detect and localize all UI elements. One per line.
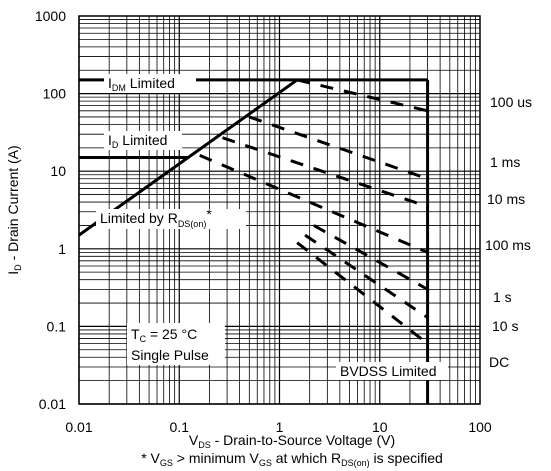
pulse-line-1ms xyxy=(248,115,429,181)
pulse-label-dc: DC xyxy=(489,354,509,370)
conditions-label-bg xyxy=(127,323,225,365)
pulse-line-DC xyxy=(296,241,429,345)
id-label-bg xyxy=(104,131,182,150)
label-bg-dc xyxy=(486,353,516,371)
y-tick-label: 100 xyxy=(43,86,67,102)
x-tick-label: 10 xyxy=(372,419,388,435)
single-pulse-label: Single Pulse xyxy=(131,347,209,363)
label-bg-100us xyxy=(486,93,546,111)
pulse-line-1s xyxy=(313,224,429,291)
id-limited-label: ID Limited xyxy=(108,132,167,150)
y-tick-label: 0.01 xyxy=(39,396,66,412)
x-tick-label: 1 xyxy=(276,419,284,435)
plot-frame xyxy=(78,15,481,405)
bvdss-label-bg xyxy=(336,362,448,380)
label-bg-1ms xyxy=(486,153,532,171)
pulse-label-100us: 100 us xyxy=(490,94,532,110)
pulse-label-10s: 10 s xyxy=(492,318,518,334)
pulse-label-1s: 1 s xyxy=(493,289,512,305)
rds-label-bg xyxy=(96,209,246,229)
footnote: * VGS > minimum VGS at which RDS(on) is … xyxy=(141,450,443,468)
y-tick-label: 1 xyxy=(58,241,66,257)
y-axis-label: ID - Drain Current (A) xyxy=(5,145,23,274)
x-tick-label: 0.01 xyxy=(65,419,92,435)
x-tick-label: 100 xyxy=(468,419,492,435)
pulse-label-1ms: 1 ms xyxy=(490,154,520,170)
axis-ticks: 0.01 0.1 1 10 100 0.01 0.1 1 10 100 1000 xyxy=(35,8,492,435)
pulse-line-10ms xyxy=(222,136,429,209)
tc-label: TC = 25 °C xyxy=(131,326,197,344)
y-tick-label: 0.1 xyxy=(47,318,67,334)
pulse-label-100ms: 100 ms xyxy=(485,237,531,253)
y-tick-label: 10 xyxy=(50,163,66,179)
x-axis-label: VDS - Drain-to-Source Voltage (V) xyxy=(189,432,395,450)
y-tick-label: 1000 xyxy=(35,8,66,24)
label-bg-100ms xyxy=(482,236,544,254)
pulse-label-10ms: 10 ms xyxy=(487,191,525,207)
pulse-line-10s xyxy=(304,233,429,319)
idm-limited-label: IDM Limited xyxy=(108,75,175,93)
rds-limited-label: Limited by RDS(on)* xyxy=(100,206,212,229)
label-bg-10ms xyxy=(484,190,540,208)
bvdss-limited-label: BVDSS Limited xyxy=(340,363,436,379)
idm-label-bg xyxy=(104,74,196,93)
pulse-line-100ms xyxy=(199,153,429,254)
chart-labels: IDM Limited ID Limited Limited by RDS(on… xyxy=(96,74,546,380)
pulse-line-100us xyxy=(296,78,428,113)
label-bg-1s xyxy=(490,288,520,306)
label-bg-10s xyxy=(488,317,524,335)
x-tick-label: 0.1 xyxy=(170,419,190,435)
